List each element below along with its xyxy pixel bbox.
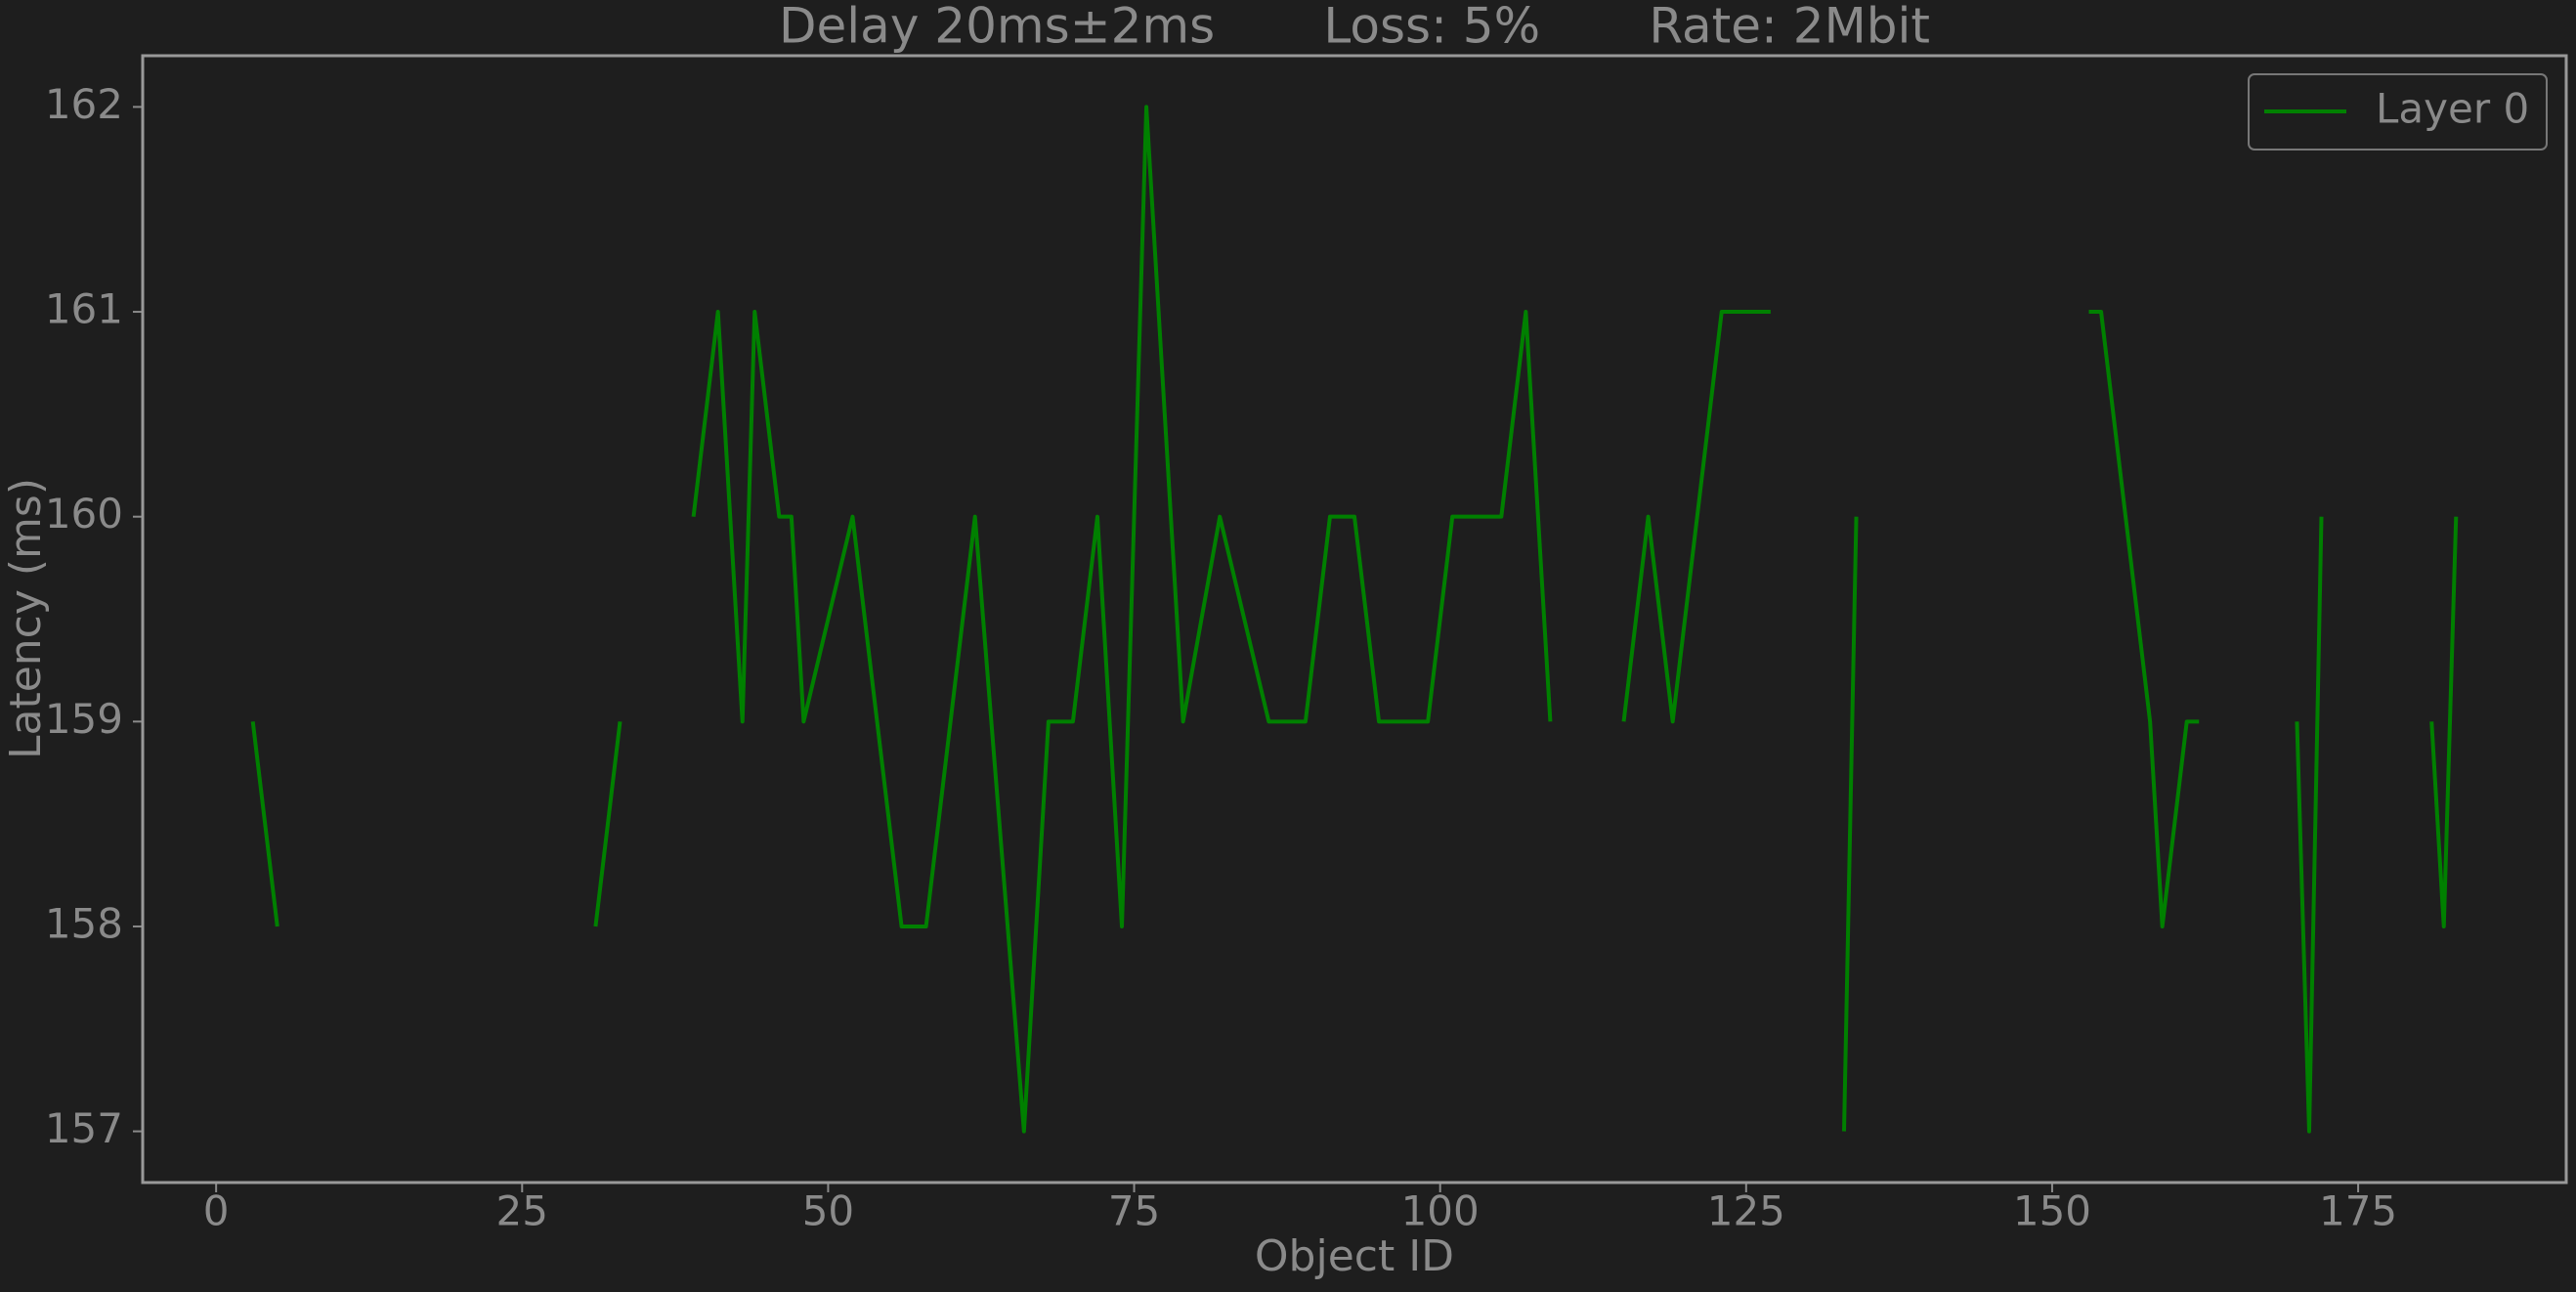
y-axis-label: Latency (ms) <box>1 478 51 759</box>
y-tick-label: 160 <box>45 490 123 538</box>
data-line <box>250 105 2459 1134</box>
chart-title: Delay 20ms±2ms Loss: 5% Rate: 2Mbit <box>779 0 1930 55</box>
y-tick-label: 158 <box>45 899 123 947</box>
x-tick-label: 25 <box>496 1187 548 1235</box>
x-tick-label: 50 <box>802 1187 854 1235</box>
y-tick-label: 161 <box>45 285 123 333</box>
x-tick-label: 75 <box>1108 1187 1160 1235</box>
y-tick-label: 159 <box>45 695 123 743</box>
y-tick-label: 157 <box>45 1104 123 1152</box>
x-tick-label: 150 <box>2013 1187 2091 1235</box>
legend-label: Layer 0 <box>2376 85 2529 133</box>
x-tick-label: 0 <box>203 1187 230 1235</box>
x-axis-label: Object ID <box>1255 1231 1454 1281</box>
x-tick-label: 100 <box>1401 1187 1480 1235</box>
plot-frame <box>141 54 2568 1184</box>
y-tick-label: 162 <box>45 80 123 128</box>
legend-box <box>2248 73 2548 151</box>
x-tick-label: 125 <box>1707 1187 1785 1235</box>
x-tick-label: 175 <box>2319 1187 2397 1235</box>
